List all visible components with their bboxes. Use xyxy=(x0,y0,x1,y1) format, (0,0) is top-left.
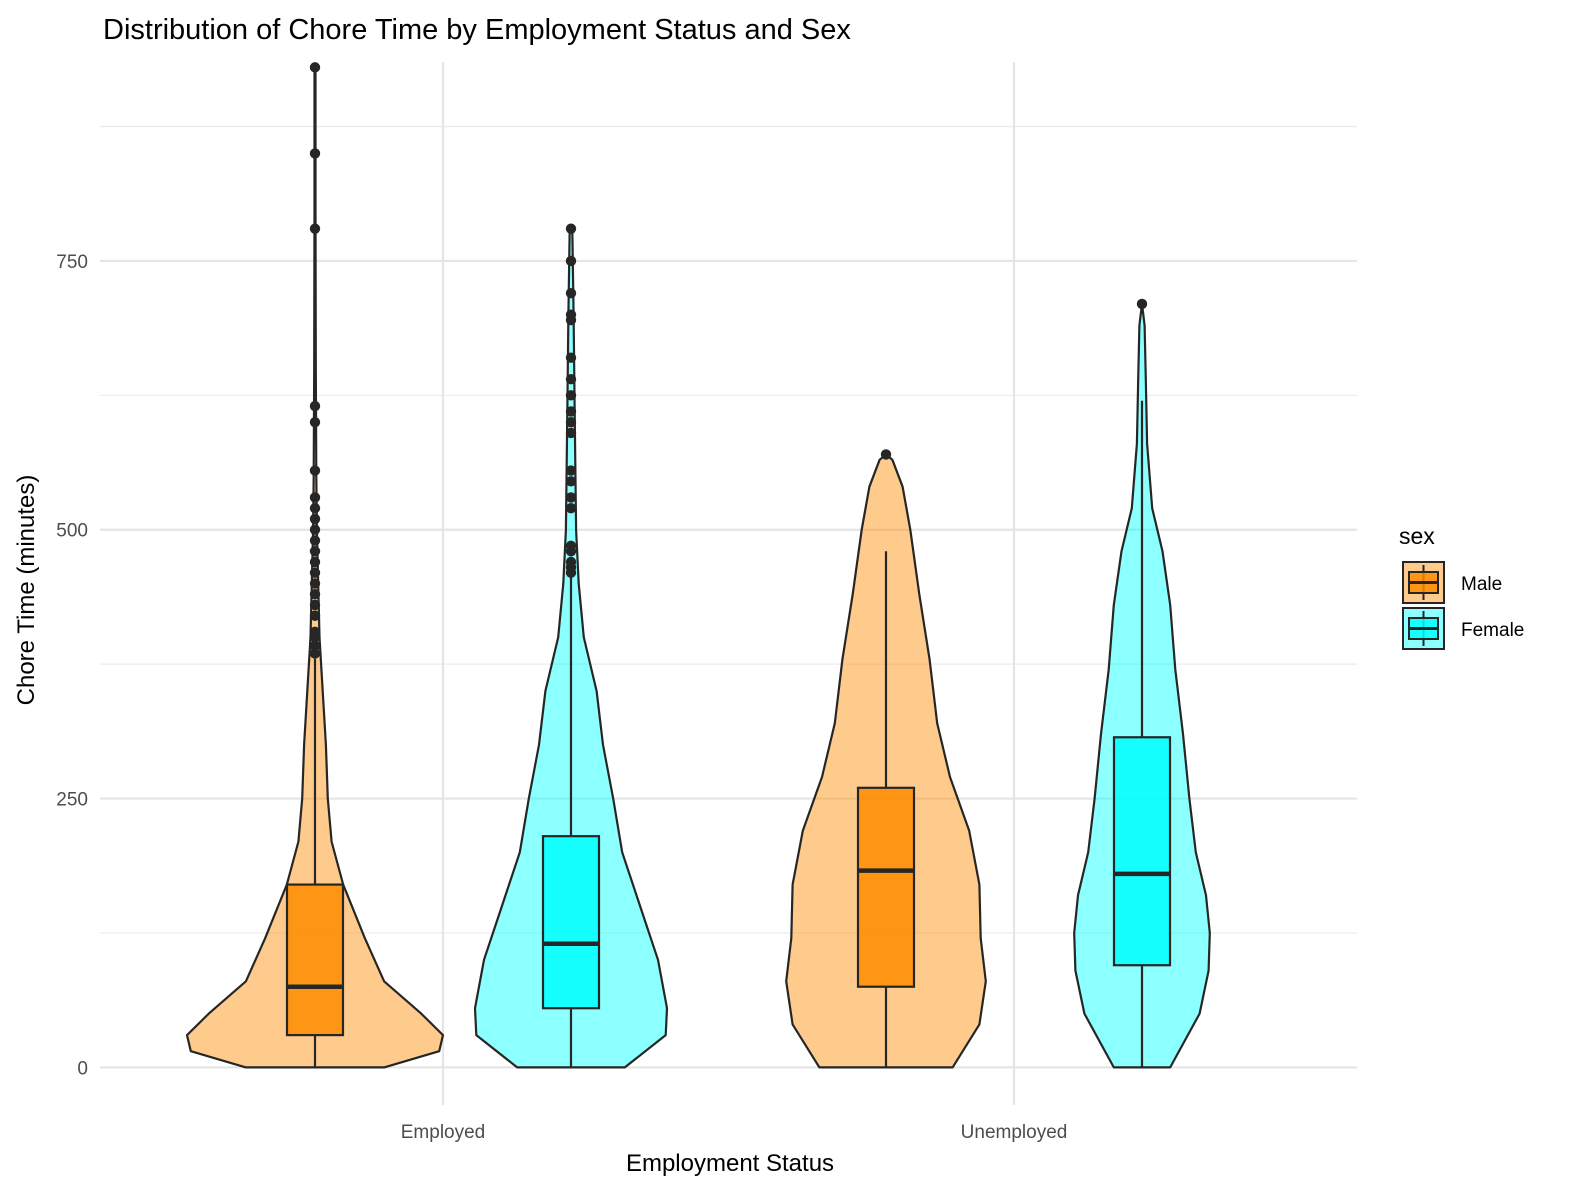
y-tick-label: 250 xyxy=(56,790,88,811)
x-tick-label: Unemployed xyxy=(961,1122,1068,1143)
y-tick-label: 500 xyxy=(56,521,88,542)
x-axis-title: Employment Status xyxy=(626,1150,834,1177)
outlier-point xyxy=(309,610,321,621)
violin-group-female-employed xyxy=(473,223,669,1069)
outlier-point xyxy=(309,465,321,476)
box xyxy=(856,786,916,988)
outlier-point xyxy=(309,148,321,159)
violins xyxy=(185,62,1211,1069)
outlier-point xyxy=(309,62,321,73)
outlier-point xyxy=(565,465,577,476)
outlier-point xyxy=(309,640,321,652)
legend-label: Male xyxy=(1461,574,1502,595)
outlier-point xyxy=(565,406,577,417)
outlier-point xyxy=(565,492,577,503)
legend-title: sex xyxy=(1399,523,1435,549)
legend-item-female: Female xyxy=(1402,607,1524,650)
outlier-point xyxy=(309,589,321,600)
y-tick-label: 750 xyxy=(56,252,88,273)
box xyxy=(285,883,345,1037)
outlier-point xyxy=(309,546,321,557)
outlier-point xyxy=(565,540,577,552)
outlier-point xyxy=(309,492,321,503)
outlier-point xyxy=(565,223,577,234)
outlier-point xyxy=(565,427,577,439)
outlier-point xyxy=(309,400,321,412)
outlier-point xyxy=(309,535,321,546)
outlier-point xyxy=(309,524,321,535)
outlier-point xyxy=(565,374,577,385)
box xyxy=(1112,736,1172,967)
outlier-point xyxy=(565,503,577,514)
outlier-point xyxy=(309,599,321,611)
y-tick-label: 0 xyxy=(77,1058,88,1079)
legend: sex Male Female xyxy=(1399,523,1524,650)
outlier-point xyxy=(565,287,577,299)
violin-group-male-employed xyxy=(185,62,445,1069)
outlier-point xyxy=(565,255,577,267)
legend-item-male: Male xyxy=(1402,561,1502,604)
outlier-point xyxy=(309,513,321,525)
box xyxy=(541,835,601,1010)
outlier-point xyxy=(309,503,321,514)
outlier-point xyxy=(565,556,577,568)
outlier-point xyxy=(309,556,321,568)
outlier-point xyxy=(309,578,321,589)
y-axis-ticks: 0 250 500 750 xyxy=(56,252,88,1079)
outlier-point xyxy=(565,352,577,363)
outlier-point xyxy=(880,449,892,460)
outlier-point xyxy=(309,567,321,578)
outlier-point xyxy=(565,390,577,401)
violin-group-male-unemployed xyxy=(785,449,987,1069)
x-tick-label: Employed xyxy=(401,1122,486,1143)
outlier-point xyxy=(309,417,321,428)
outlier-point xyxy=(309,626,321,638)
outlier-point xyxy=(309,223,321,234)
x-axis-ticks: Employed Unemployed xyxy=(401,1122,1068,1143)
outlier-point xyxy=(1136,298,1148,310)
outlier-point xyxy=(309,648,321,659)
outlier-point xyxy=(565,309,577,320)
violin-group-female-unemployed xyxy=(1073,298,1211,1069)
chart-title: Distribution of Chore Time by Employment… xyxy=(103,14,851,46)
outlier-point xyxy=(565,476,577,487)
outlier-point xyxy=(565,417,577,428)
y-axis-title: Chore Time (minutes) xyxy=(13,475,40,706)
legend-label: Female xyxy=(1461,620,1524,641)
